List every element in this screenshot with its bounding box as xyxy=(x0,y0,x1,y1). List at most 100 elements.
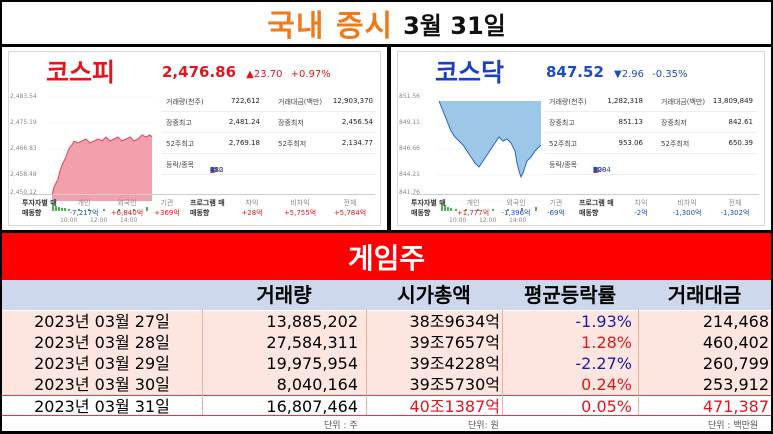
row-avg-change: 0.24% xyxy=(581,375,632,394)
breadth-flat: 45 xyxy=(210,166,219,174)
flow-item: 개인 -7,217억 xyxy=(64,198,104,218)
unit-volume: 단위 : 주 xyxy=(324,421,358,431)
table-row-latest: 2023년 03월 31일 16,807,464 40조1387억 0.05% … xyxy=(2,395,771,416)
flow-value: -1,396억 xyxy=(501,209,531,217)
row-market-cap: 39조4228억 xyxy=(409,354,500,373)
breadth-label: 등락/종목 xyxy=(549,161,578,169)
kospi-intraday-chart: 2,483.54 2,475.19 2,466.83 2,458.48 2,45… xyxy=(8,91,154,224)
unit-trade-value: 단위 : 백만원 xyxy=(708,421,759,431)
row-volume: 13,885,202 xyxy=(266,312,358,331)
kosdaq-flow: 투자자별 매매동향 개인 +1,777억 외국인 -1,396억 기관 -69억 프로… xyxy=(411,194,759,218)
flow-value: +28억 xyxy=(241,209,263,217)
flat-icon: — xyxy=(210,166,217,174)
kosdaq-price: 847.52 xyxy=(546,63,604,81)
flow-value: +6,840억 xyxy=(110,209,144,217)
game-stocks-table: 게임주 거래량 시가총액 평균등락률 거래대금 2023년 03월 27일 13… xyxy=(2,233,771,431)
col-avg-change-header: 평균등락률 xyxy=(524,283,616,307)
row-date: 2023년 03월 30일 xyxy=(34,375,170,394)
row-trade-value: 460,402 xyxy=(702,333,769,352)
stat-row: 거래량(천주) 1,282,318 거래대금(백만) 13,809,849 xyxy=(545,91,757,112)
stat-label: 장중최고 xyxy=(549,119,575,127)
kospi-xtick: 14:00 xyxy=(120,217,138,224)
flow-head: 투자자별 매매동향 xyxy=(22,199,57,217)
flow-label: 기관 xyxy=(160,199,174,207)
breadth-up: 482 xyxy=(210,166,224,174)
kosdaq-line xyxy=(438,100,542,179)
down-arrow-icon: ▼ xyxy=(210,166,216,174)
column-divider xyxy=(638,310,639,415)
page-date: 3월 31일 xyxy=(403,11,506,40)
flat-icon: — xyxy=(593,166,600,174)
flow-value: -1,300억 xyxy=(672,209,702,217)
stat-value: 722,612 xyxy=(231,97,260,105)
stat-value: 650.39 xyxy=(728,139,754,147)
row-volume: 27,584,311 xyxy=(266,333,358,352)
program-item: 차익 -2억 xyxy=(623,198,659,218)
kosdaq-ytick: 846.66 xyxy=(399,145,420,152)
up-limit-icon: ⬆ xyxy=(593,166,599,174)
kospi-xtick: 12:00 xyxy=(90,217,108,224)
stat-row: 52주최고 2,769.18 52주최저 2,134.77 xyxy=(162,133,377,154)
row-market-cap: 39조7657억 xyxy=(409,333,500,352)
game-table-title: 게임주 xyxy=(2,233,771,280)
flow-label: 외국인 xyxy=(117,199,137,207)
kosdaq-volume-bars xyxy=(441,203,537,211)
table-row: 2023년 03월 27일 13,885,202 38조9634억 -1.93%… xyxy=(2,311,771,332)
kosdaq-xtick: 12:00 xyxy=(479,217,497,224)
stat-value: 842.61 xyxy=(728,118,754,126)
stat-label: 52주최고 xyxy=(549,140,578,148)
stat-value: 2,456.54 xyxy=(341,118,373,126)
kosdaq-ytick: 844.21 xyxy=(399,171,420,178)
program-item: 차익 +28억 xyxy=(234,198,270,218)
flow-label: 차익 xyxy=(245,199,259,207)
row-trade-value: 214,468 xyxy=(702,312,769,331)
row-volume: 19,975,954 xyxy=(266,354,358,373)
flow-value: +369억 xyxy=(154,209,180,217)
flow-item: 기관 +369억 xyxy=(150,198,184,218)
kosdaq-xtick: 14:00 xyxy=(509,217,527,224)
col-trade-value-header: 거래대금 xyxy=(667,283,742,307)
flow-label: 외국인 xyxy=(506,199,526,207)
row-avg-change: 0.05% xyxy=(581,397,632,416)
stat-label: 52주최고 xyxy=(166,140,195,148)
kospi-frame xyxy=(8,51,381,226)
stat-row: 장중최고 851.13 장중최저 842.61 xyxy=(545,112,757,133)
kospi-stats: 거래량(천주) 722,612 거래대금(백만) 12,903,370 장중최고… xyxy=(162,91,377,175)
kosdaq-xtick: 10:00 xyxy=(449,217,467,224)
col-volume-header: 거래량 xyxy=(256,283,312,307)
row-date: 2023년 03월 31일 xyxy=(34,397,170,416)
flow-label: 개인 xyxy=(466,199,480,207)
kospi-ytick: 2,475.19 xyxy=(10,119,37,126)
kospi-name: 코스피 xyxy=(46,58,116,87)
row-trade-value: 260,799 xyxy=(702,354,769,373)
kosdaq-area xyxy=(439,101,541,177)
kospi-change: ▲23.70 xyxy=(246,69,283,80)
breadth-up-limit: 2 xyxy=(210,166,215,174)
flow-item: 외국인 -1,396억 xyxy=(495,198,537,218)
row-date: 2023년 03월 28일 xyxy=(34,333,170,352)
breadth-down: 1004 xyxy=(593,166,611,174)
kospi-ytick: 2,483.54 xyxy=(10,93,37,100)
flow-label: 비차익 xyxy=(677,199,697,207)
flow-item: 기관 -69억 xyxy=(539,198,573,218)
stat-value: 953.06 xyxy=(618,139,644,147)
table-row: 2023년 03월 30일 8,040,164 39조5730억 0.24% 2… xyxy=(2,374,771,395)
stat-value: 851.13 xyxy=(618,118,644,126)
stat-value: 2,481.24 xyxy=(228,118,260,126)
flow-value: +5,784억 xyxy=(333,209,367,217)
row-avg-change: 1.28% xyxy=(581,333,632,352)
kospi-flow: 투자자별 매매동향 개인 -7,217억 외국인 +6,840억 기관 +369억 프… xyxy=(22,194,375,218)
kospi-area xyxy=(52,135,152,201)
unit-market-cap: 단위: 원 xyxy=(468,421,499,431)
stat-value: 1,282,318 xyxy=(607,97,643,105)
kospi-line xyxy=(51,134,153,196)
program-head: 프로그램 매매동향 xyxy=(579,199,614,217)
stat-label: 장중최고 xyxy=(166,119,192,127)
flow-label: 비차익 xyxy=(290,199,310,207)
breadth-label: 등락/종목 xyxy=(166,161,195,169)
flow-label: 전체 xyxy=(343,199,357,207)
flow-value: -69억 xyxy=(547,209,565,217)
kosdaq-change: ▼2.96 xyxy=(614,69,644,80)
kospi-ytick: 2,458.48 xyxy=(10,171,37,178)
